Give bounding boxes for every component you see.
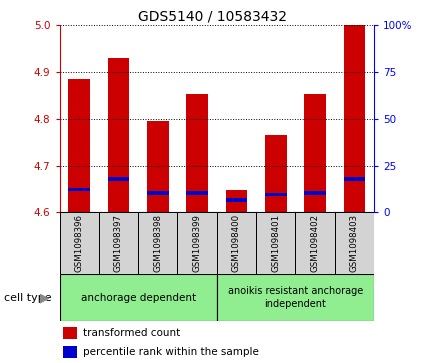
Bar: [256, 212, 295, 274]
Bar: [304, 191, 326, 195]
Bar: [147, 121, 169, 212]
Bar: [186, 94, 208, 212]
Bar: [68, 79, 90, 212]
Bar: [62, 346, 77, 358]
Text: GSM1098396: GSM1098396: [75, 214, 84, 272]
Text: GSM1098403: GSM1098403: [350, 214, 359, 272]
Bar: [226, 198, 247, 202]
Bar: [108, 58, 129, 212]
Bar: [108, 177, 129, 180]
Text: GSM1098402: GSM1098402: [311, 214, 320, 272]
Bar: [68, 188, 90, 191]
Bar: [60, 212, 99, 274]
Text: anoikis resistant anchorage
independent: anoikis resistant anchorage independent: [228, 286, 363, 309]
Bar: [60, 274, 217, 321]
Bar: [295, 212, 335, 274]
Bar: [186, 191, 208, 195]
Bar: [265, 193, 286, 196]
Bar: [335, 212, 374, 274]
Text: GSM1098401: GSM1098401: [271, 214, 280, 272]
Text: cell type: cell type: [4, 293, 52, 303]
Text: GDS5140 / 10583432: GDS5140 / 10583432: [138, 9, 287, 23]
Text: GSM1098398: GSM1098398: [153, 214, 162, 272]
Bar: [343, 177, 365, 180]
Bar: [265, 135, 286, 212]
Text: GSM1098399: GSM1098399: [193, 214, 201, 272]
Bar: [99, 212, 138, 274]
Text: GSM1098397: GSM1098397: [114, 214, 123, 272]
Bar: [226, 190, 247, 212]
Bar: [304, 94, 326, 212]
Bar: [147, 191, 169, 195]
Bar: [62, 327, 77, 339]
Bar: [217, 212, 256, 274]
Text: anchorage dependent: anchorage dependent: [81, 293, 196, 303]
Text: transformed count: transformed count: [83, 328, 180, 338]
Text: GSM1098400: GSM1098400: [232, 214, 241, 272]
Bar: [217, 274, 374, 321]
Bar: [343, 25, 365, 212]
Text: ▶: ▶: [40, 291, 50, 304]
Bar: [178, 212, 217, 274]
Text: percentile rank within the sample: percentile rank within the sample: [83, 347, 259, 357]
Bar: [138, 212, 178, 274]
